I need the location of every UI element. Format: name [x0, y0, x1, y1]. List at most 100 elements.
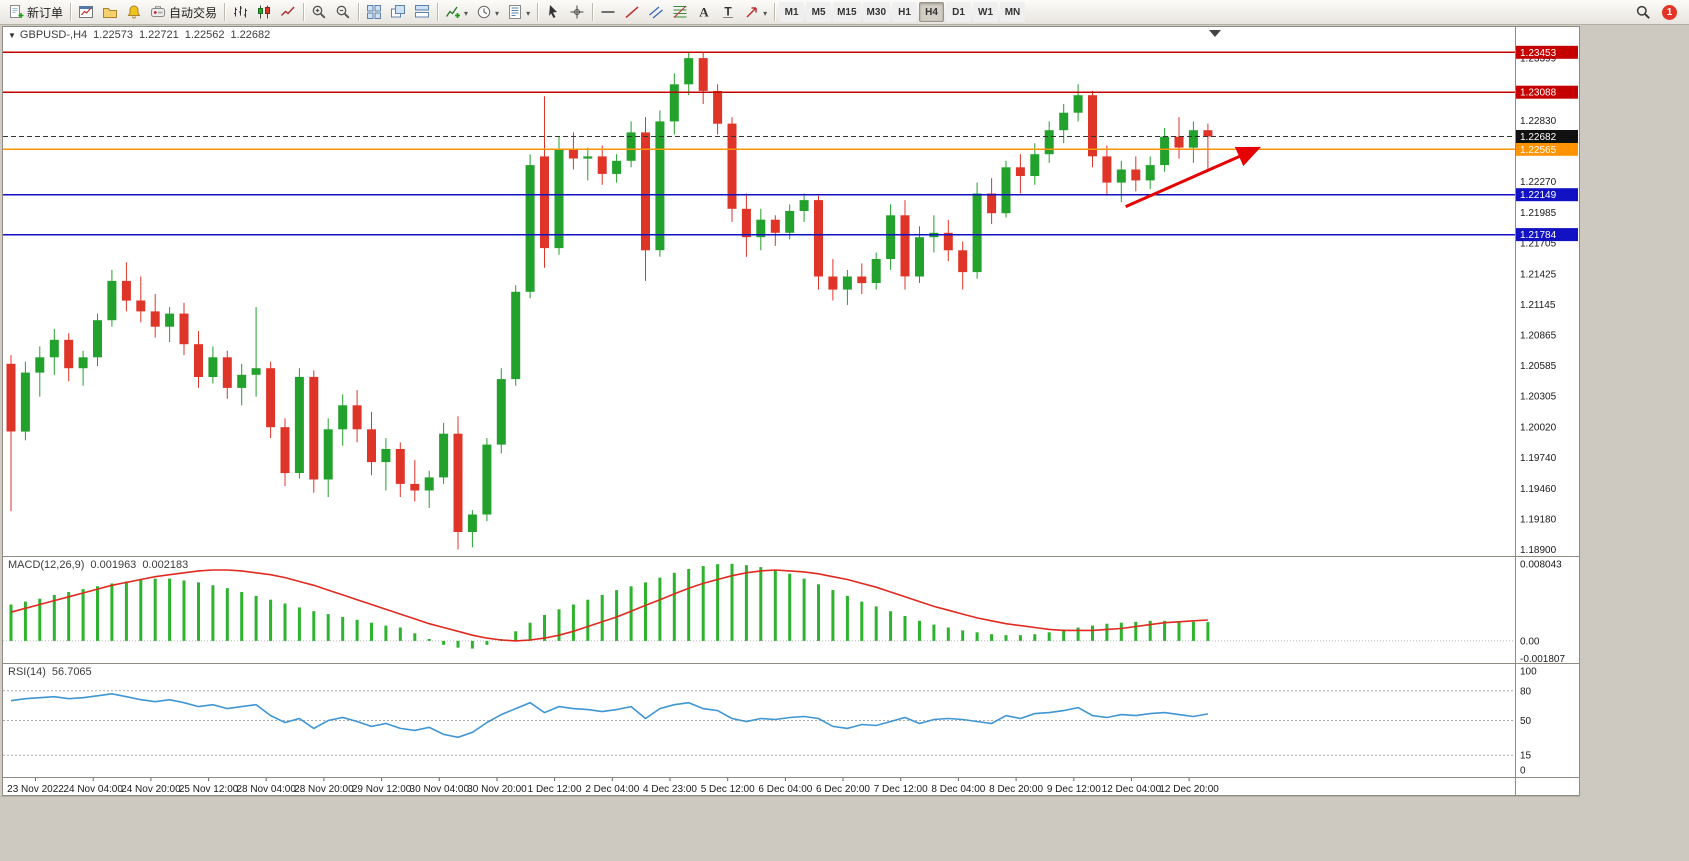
toolbar-trendline-button[interactable]	[620, 1, 644, 23]
svg-text:5 Dec 12:00: 5 Dec 12:00	[701, 784, 755, 795]
svg-text:1.22830: 1.22830	[1520, 116, 1557, 127]
toolbar-separator	[358, 3, 360, 21]
toolbar-cascade-windows-button[interactable]	[386, 1, 410, 23]
svg-text:1.22682: 1.22682	[1520, 132, 1557, 143]
toolbar-separator	[303, 3, 305, 21]
workspace-right	[1580, 25, 1689, 861]
toolbar-indicators-button[interactable]	[441, 1, 472, 23]
toolbar-crosshair-button[interactable]	[565, 1, 589, 23]
timeframe-m5-button[interactable]: M5	[806, 2, 832, 22]
zoom-out-icon	[335, 4, 351, 20]
toolbar-charts-button[interactable]	[74, 1, 98, 23]
svg-text:1.19460: 1.19460	[1520, 484, 1557, 495]
svg-text:1.23399: 1.23399	[1520, 54, 1557, 65]
notification-badge[interactable]: 1	[1662, 4, 1677, 20]
svg-text:1.20585: 1.20585	[1520, 361, 1557, 372]
profiles-icon	[102, 4, 118, 20]
fibo-icon	[672, 4, 688, 20]
tile-icon	[366, 4, 382, 20]
toolbar-templates-button[interactable]	[503, 1, 534, 23]
toolbar-text-button[interactable]: A	[692, 1, 716, 23]
pane-separators[interactable]	[3, 27, 1579, 795]
toolbar-tile-windows-button[interactable]	[362, 1, 386, 23]
chart-shift-marker[interactable]	[1209, 30, 1221, 37]
channel-icon	[648, 4, 664, 20]
svg-text:1 Dec 12:00: 1 Dec 12:00	[528, 784, 582, 795]
toolbar-cursor-button[interactable]	[541, 1, 565, 23]
toolbar-separator	[592, 3, 594, 21]
hline-icon	[600, 4, 616, 20]
svg-text:24 Nov 20:00: 24 Nov 20:00	[121, 784, 181, 795]
toolbar-profiles-button[interactable]	[98, 1, 122, 23]
toolbar-horizontal-line-button[interactable]	[596, 1, 620, 23]
svg-text:1.23088: 1.23088	[1520, 88, 1557, 99]
svg-text:23 Nov 2022: 23 Nov 2022	[7, 784, 64, 795]
toolbar-autotrading-button[interactable]: 自动交易	[146, 1, 221, 23]
arrows-icon	[744, 4, 760, 20]
svg-text:30 Nov 20:00: 30 Nov 20:00	[467, 784, 527, 795]
toolbar-text-label-button[interactable]: T	[716, 1, 740, 23]
svg-text:6 Dec 20:00: 6 Dec 20:00	[816, 784, 870, 795]
timeframe-m15-button[interactable]: M15	[833, 2, 861, 22]
line-icon	[280, 4, 296, 20]
toolbar-fibonacci-button[interactable]	[668, 1, 692, 23]
svg-text:-0.001807: -0.001807	[1520, 654, 1565, 665]
timeframe-mn-button[interactable]: MN	[1000, 2, 1025, 22]
svg-text:1.21145: 1.21145	[1520, 300, 1556, 311]
periods-icon	[476, 4, 492, 20]
svg-text:100: 100	[1520, 667, 1537, 678]
toolbar-bar-chart-button[interactable]	[228, 1, 252, 23]
price-axis[interactable]: 1.23399 1.22830 1.22270 1.21985 1.21705 1.214…	[1516, 45, 1578, 777]
svg-text:80: 80	[1520, 686, 1532, 697]
svg-text:1.21705: 1.21705	[1520, 239, 1557, 250]
timeframe-h1-button[interactable]: H1	[892, 2, 917, 22]
svg-text:29 Nov 12:00: 29 Nov 12:00	[352, 784, 412, 795]
search-icon	[1635, 4, 1651, 20]
toolbar-line-chart-button[interactable]	[276, 1, 300, 23]
svg-text:4 Dec 23:00: 4 Dec 23:00	[643, 784, 697, 795]
toolbar-news-button[interactable]	[122, 1, 146, 23]
search-button[interactable]	[1631, 1, 1655, 23]
svg-text:8 Dec 20:00: 8 Dec 20:00	[989, 784, 1043, 795]
timeframe-w1-button[interactable]: W1	[973, 2, 998, 22]
cursor-icon	[545, 4, 561, 20]
toolbar-buttons: 新订单 自动交易 A T	[4, 1, 778, 23]
macd-layer	[3, 563, 1515, 649]
toolbar-equidistant-channel-button[interactable]	[644, 1, 668, 23]
chart-canvas[interactable]: 1.23399 1.22830 1.22270 1.21985 1.21705 1.214…	[3, 27, 1579, 795]
toolbar-zoom-in-button[interactable]	[307, 1, 331, 23]
svg-text:1.21985: 1.21985	[1520, 208, 1557, 219]
candles-icon	[256, 4, 272, 20]
toolbar-arrange-windows-button[interactable]	[410, 1, 434, 23]
toolbar-candle-chart-button[interactable]	[252, 1, 276, 23]
text-icon: A	[696, 4, 712, 20]
svg-text:1.21425: 1.21425	[1520, 269, 1557, 280]
toolbar-new-order-button[interactable]: 新订单	[4, 1, 67, 23]
timeframe-h4-button[interactable]: H4	[919, 2, 944, 22]
rsi-line	[10, 692, 1209, 739]
macd-signal-line	[10, 569, 1208, 642]
svg-text:25 Nov 12:00: 25 Nov 12:00	[179, 784, 239, 795]
timeframe-d1-button[interactable]: D1	[946, 2, 971, 22]
svg-text:1.22565: 1.22565	[1520, 145, 1557, 156]
svg-text:6 Dec 04:00: 6 Dec 04:00	[758, 784, 812, 795]
workspace-bottom	[0, 796, 1580, 861]
svg-text:0.00: 0.00	[1520, 636, 1540, 647]
toolbar-periods-button[interactable]	[472, 1, 503, 23]
timeframe-m1-button[interactable]: M1	[779, 2, 805, 22]
chart-window[interactable]: 1.23399 1.22830 1.22270 1.21985 1.21705 1.214…	[2, 26, 1580, 796]
svg-text:8 Dec 04:00: 8 Dec 04:00	[931, 784, 985, 795]
toolbar-autotrading-label: 自动交易	[169, 5, 218, 20]
toolbar-arrows-button[interactable]	[740, 1, 771, 23]
timeframe-m30-button[interactable]: M30	[862, 2, 890, 22]
level-lines[interactable]	[3, 51, 1515, 236]
svg-text:1.19180: 1.19180	[1520, 514, 1557, 525]
toolbar-zoom-out-button[interactable]	[331, 1, 355, 23]
svg-text:0: 0	[1520, 766, 1526, 777]
svg-text:1.20305: 1.20305	[1520, 392, 1557, 403]
timeframe-toolbar: M1 M5 M15 M30 H1 H4 D1 W1 MN	[778, 2, 1026, 22]
trend-arrow[interactable]	[1125, 146, 1262, 208]
crosshair-icon	[569, 4, 585, 20]
